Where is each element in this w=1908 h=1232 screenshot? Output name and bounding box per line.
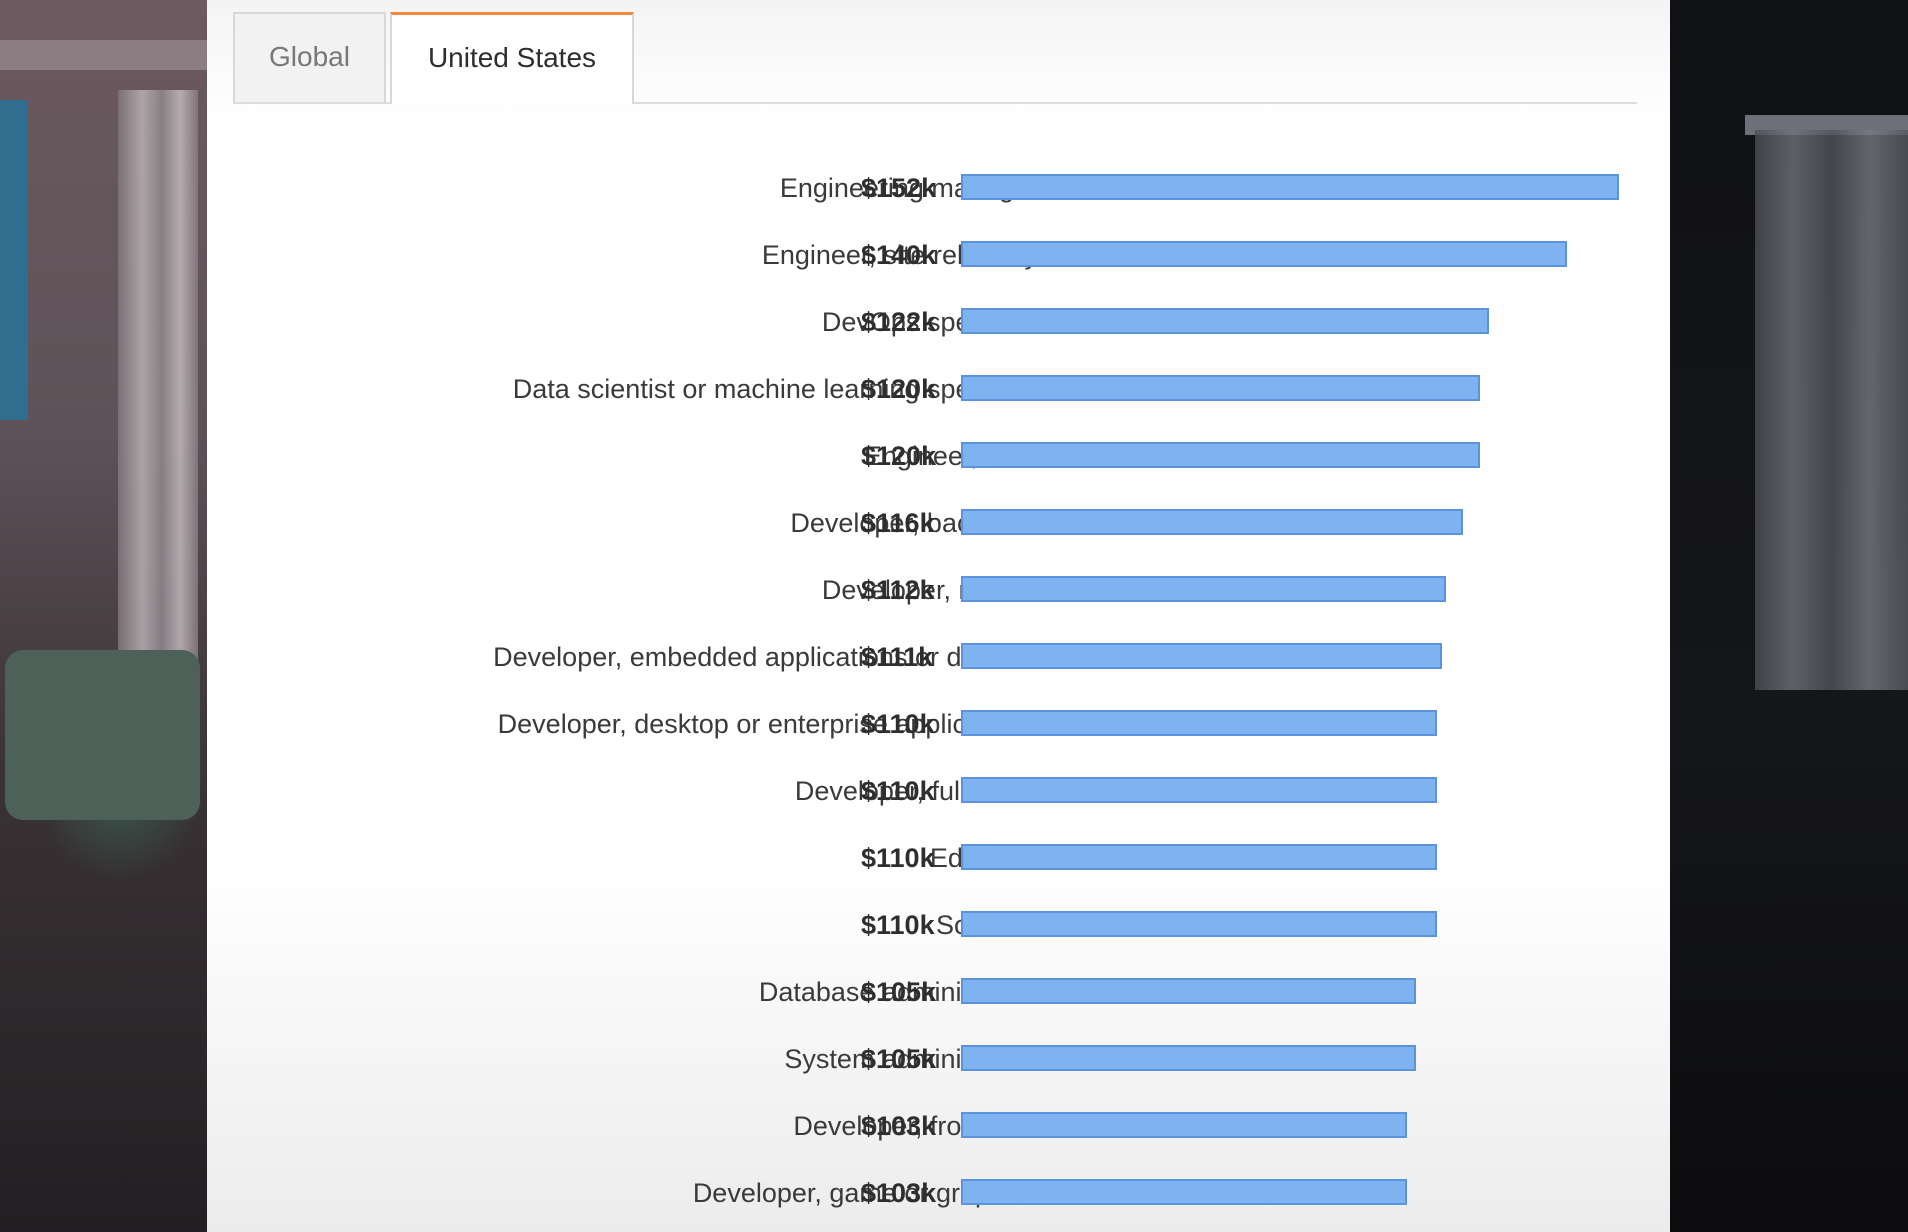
- value-label: $105k: [861, 977, 937, 1007]
- background-curtain: [1755, 130, 1908, 690]
- value-label: $103k: [861, 1178, 937, 1208]
- background-pillow: [5, 650, 200, 820]
- salary-bar: [961, 911, 1437, 937]
- value-label: $152k: [861, 173, 937, 203]
- video-background-right: [1670, 0, 1908, 1232]
- salary-bar: [961, 978, 1416, 1004]
- chart-row: Engineer, site reliability $140k: [207, 235, 1670, 275]
- background-window-frame: [0, 40, 207, 70]
- background-curtain: [118, 90, 198, 690]
- chart-row: Developer, embedded applications or devi…: [207, 637, 1670, 677]
- region-tabs: Global United States: [233, 12, 1637, 104]
- value-label: $116k: [861, 508, 935, 538]
- salary-bar: [961, 308, 1489, 334]
- chart-row: Engineer, data $120k: [207, 436, 1670, 476]
- salary-bar: [961, 1112, 1407, 1138]
- chart-row: Developer, full-stack $110k: [207, 771, 1670, 811]
- chart-row: Data scientist or machine learning speci…: [207, 369, 1670, 409]
- chart-row: System administrator $105k: [207, 1039, 1670, 1079]
- chart-row: Developer, desktop or enterprise applica…: [207, 704, 1670, 744]
- chart-row: Developer, front-end $103k: [207, 1106, 1670, 1146]
- value-label: $122k: [861, 307, 937, 337]
- salary-bar: [961, 442, 1480, 468]
- category-label: Developer, embedded applications or devi…: [493, 642, 1038, 672]
- salary-bar: [961, 777, 1437, 803]
- background-picture: [0, 100, 28, 420]
- value-label: $112k: [861, 575, 935, 605]
- salary-bar: [961, 710, 1437, 736]
- chart-row: Developer, mobile $112k: [207, 570, 1670, 610]
- value-label: $120k: [861, 374, 937, 404]
- chart-row: Developer, back-end $116k: [207, 503, 1670, 543]
- value-label: $110k: [861, 843, 935, 873]
- salary-bar: [961, 241, 1567, 267]
- salary-bar: [961, 1045, 1416, 1071]
- category-label: Data scientist or machine learning speci…: [512, 374, 1038, 404]
- value-label: $120k: [861, 441, 937, 471]
- tab-global[interactable]: Global: [233, 12, 386, 102]
- value-label: $140k: [861, 240, 937, 270]
- salary-bar: [961, 375, 1480, 401]
- chart-row: Database administrator $105k: [207, 972, 1670, 1012]
- chart-row: DevOps specialist $122k: [207, 302, 1670, 342]
- tab-united-states[interactable]: United States: [390, 12, 634, 104]
- salary-bar: [961, 576, 1446, 602]
- chart-row: Engineering manager $152k: [207, 168, 1670, 208]
- chart-row: Developer, game or graphics $103k: [207, 1173, 1670, 1213]
- salary-bar: [961, 844, 1437, 870]
- value-label: $110k: [861, 910, 935, 940]
- chart-row: Educator$110k: [207, 838, 1670, 878]
- category-label: Developer, desktop or enterprise applica…: [497, 709, 1038, 739]
- salary-bar: [961, 174, 1619, 200]
- value-label: $110k: [861, 709, 935, 739]
- value-label: $111k: [861, 642, 934, 672]
- salary-bar-chart: Engineering manager $152k Engineer, site r…: [207, 0, 1670, 1232]
- video-background-left: [0, 0, 207, 1232]
- value-label: $105k: [861, 1044, 937, 1074]
- salary-bar: [961, 643, 1442, 669]
- value-label: $110k: [861, 776, 935, 806]
- salary-chart-panel: Global United States Engineering manager…: [207, 0, 1670, 1232]
- value-label: $103k: [861, 1111, 937, 1141]
- chart-row: Scientist$110k: [207, 905, 1670, 945]
- salary-bar: [961, 509, 1463, 535]
- salary-bar: [961, 1179, 1407, 1205]
